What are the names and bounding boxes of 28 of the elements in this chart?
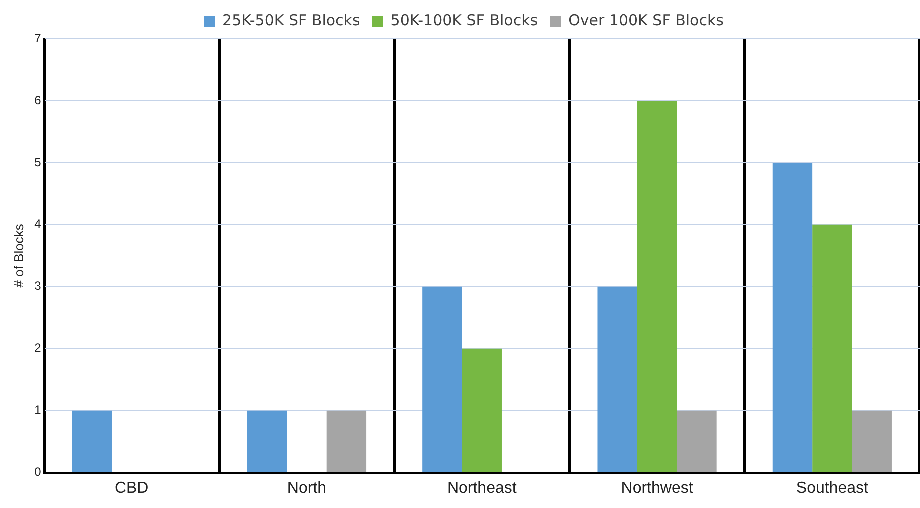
bar xyxy=(677,410,717,472)
y-axis-title: # of Blocks xyxy=(11,224,26,288)
y-tick-label: 1 xyxy=(34,403,42,418)
y-tick-label: 4 xyxy=(34,217,42,232)
x-tick-label: CBD xyxy=(114,480,149,497)
x-tick-label: Southeast xyxy=(796,480,870,497)
y-tick-label: 5 xyxy=(34,155,42,170)
y-tick-label: 3 xyxy=(34,279,42,294)
legend-label: 50K-100K SF Blocks xyxy=(390,11,538,30)
bar xyxy=(422,286,462,472)
x-tick-label: Northwest xyxy=(621,480,694,497)
legend-label: 25K-50K SF Blocks xyxy=(222,11,360,30)
y-tick-label: 6 xyxy=(34,93,42,108)
bar xyxy=(772,162,813,472)
bar xyxy=(326,410,367,472)
y-tick-label: 2 xyxy=(34,341,42,356)
bar xyxy=(637,100,678,472)
bar xyxy=(462,348,502,472)
bar xyxy=(852,410,892,472)
bar xyxy=(72,410,112,472)
y-tick-label: 0 xyxy=(34,465,42,480)
legend-label: Over 100K SF Blocks xyxy=(568,11,724,30)
bar xyxy=(247,410,288,472)
bar xyxy=(812,224,852,472)
bar xyxy=(598,286,638,472)
x-tick-label: North xyxy=(287,480,327,497)
y-tick-label: 7 xyxy=(34,31,42,46)
x-tick-label: Northeast xyxy=(447,480,518,497)
